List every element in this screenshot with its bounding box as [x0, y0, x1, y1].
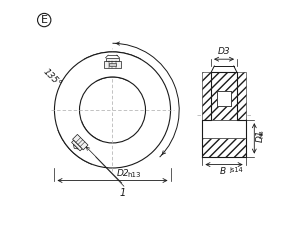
Polygon shape: [84, 52, 141, 81]
Bar: [109, 63, 116, 66]
Text: 135°: 135°: [41, 67, 63, 89]
Text: D1: D1: [256, 130, 265, 142]
Text: D2: D2: [117, 169, 130, 178]
Bar: [106, 58, 119, 61]
Bar: [203, 120, 246, 138]
Bar: [237, 72, 246, 120]
Text: H8: H8: [259, 130, 264, 138]
Bar: [217, 90, 231, 106]
Text: B: B: [220, 167, 226, 176]
Polygon shape: [73, 144, 78, 149]
Polygon shape: [72, 134, 88, 150]
Polygon shape: [72, 140, 82, 151]
Text: h13: h13: [127, 172, 141, 178]
Bar: [203, 138, 246, 157]
Text: 1: 1: [120, 188, 126, 199]
Bar: [104, 61, 121, 68]
Text: D3: D3: [218, 47, 230, 57]
Bar: [211, 72, 237, 120]
Bar: [217, 90, 231, 106]
Text: E: E: [41, 15, 48, 25]
Bar: [203, 72, 211, 120]
Text: js14: js14: [229, 167, 243, 173]
Polygon shape: [58, 121, 101, 164]
